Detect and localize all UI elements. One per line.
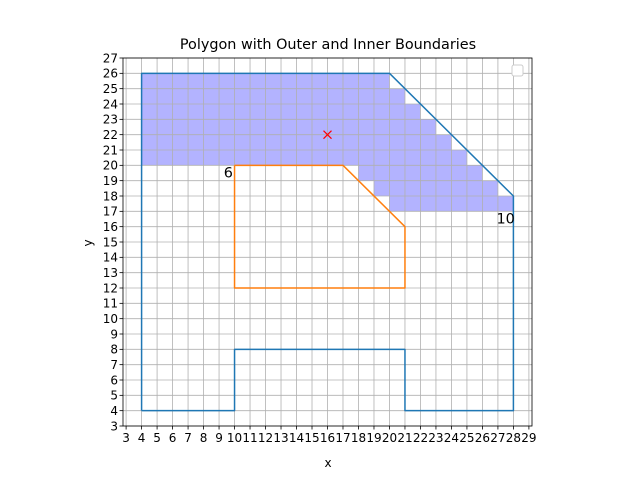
y-tick-label: 8 [110,343,118,357]
y-tick-label: 17 [103,205,118,219]
marker [323,130,332,140]
annotation-label: 10 [497,212,515,228]
y-tick-label: 9 [110,327,118,341]
x-tick-label: 15 [304,431,319,445]
y-tick-label: 14 [103,251,118,265]
x-tick-label: 7 [184,431,192,445]
y-tick-label: 3 [110,419,118,433]
y-tick-label: 11 [103,297,118,311]
filled-cell-row [141,119,436,135]
x-tick-label: 12 [258,431,273,445]
y-tick-label: 25 [103,82,118,96]
y-tick-label: 15 [103,235,118,249]
x-tick-label: 3 [122,431,130,445]
x-tick-label: 22 [413,431,428,445]
legend-box [511,64,524,77]
x-tick-label: 19 [366,431,381,445]
x-tick-label: 13 [273,431,288,445]
x-tick-label: 17 [335,431,350,445]
x-axis-label: x [324,456,331,470]
y-tick-label: 19 [103,174,118,188]
filled-cell-row [141,150,467,166]
filled-cell-row [141,88,405,104]
x-tick-label: 25 [459,431,474,445]
x-tick-label: 9 [215,431,223,445]
y-tick-label: 27 [103,51,118,65]
x-tick-label: 11 [242,431,257,445]
x-tick-label: 16 [320,431,335,445]
y-tick-label: 10 [103,312,118,326]
y-ticks: 3456789101112131415161718192021222324252… [103,51,123,433]
x-tick-label: 28 [506,431,521,445]
x-tick-label: 10 [227,431,242,445]
x-tick-label: 23 [428,431,443,445]
y-tick-label: 5 [110,389,118,403]
y-tick-label: 21 [103,143,118,157]
x-tick-label: 14 [289,431,304,445]
y-tick-label: 4 [110,404,118,418]
inner-boundary-line [233,164,406,289]
x-tick-label: 6 [169,431,177,445]
outer-boundary-line [140,72,515,412]
x-tick-label: 26 [475,431,490,445]
y-tick-label: 7 [110,358,118,372]
y-tick-label: 18 [103,189,118,203]
x-tick-label: 4 [138,431,146,445]
x-tick-label: 5 [153,431,161,445]
x-tick-label: 24 [444,431,459,445]
y-tick-label: 6 [110,373,118,387]
y-tick-label: 22 [103,128,118,142]
y-tick-label: 20 [103,159,118,173]
annotation-label: 6 [224,166,233,182]
y-axis-label: y [81,239,95,246]
annotations: 6 10 [224,166,515,228]
y-tick-label: 26 [103,67,118,81]
y-tick-label: 23 [103,113,118,127]
x-tick-label: 8 [200,431,208,445]
y-tick-label: 13 [103,266,118,280]
x-ticks: 3 4 5 6 7 8 9 10 11 12 13 14 15 16 17 18 19 20 21 22 23 24 25 2… [122,426,537,445]
x-tick-label: 29 [521,431,536,445]
x-tick-label: 20 [382,431,397,445]
x-tick-label: 21 [397,431,412,445]
x-tick-label: 18 [351,431,366,445]
y-tick-label: 12 [103,281,118,295]
y-tick-label: 24 [103,97,118,111]
y-tick-label: 16 [103,220,118,234]
x-tick-label: 27 [490,431,505,445]
polygon-series [140,72,515,412]
point-marker [323,130,332,140]
chart-title: Polygon with Outer and Inner Boundaries [180,37,476,53]
